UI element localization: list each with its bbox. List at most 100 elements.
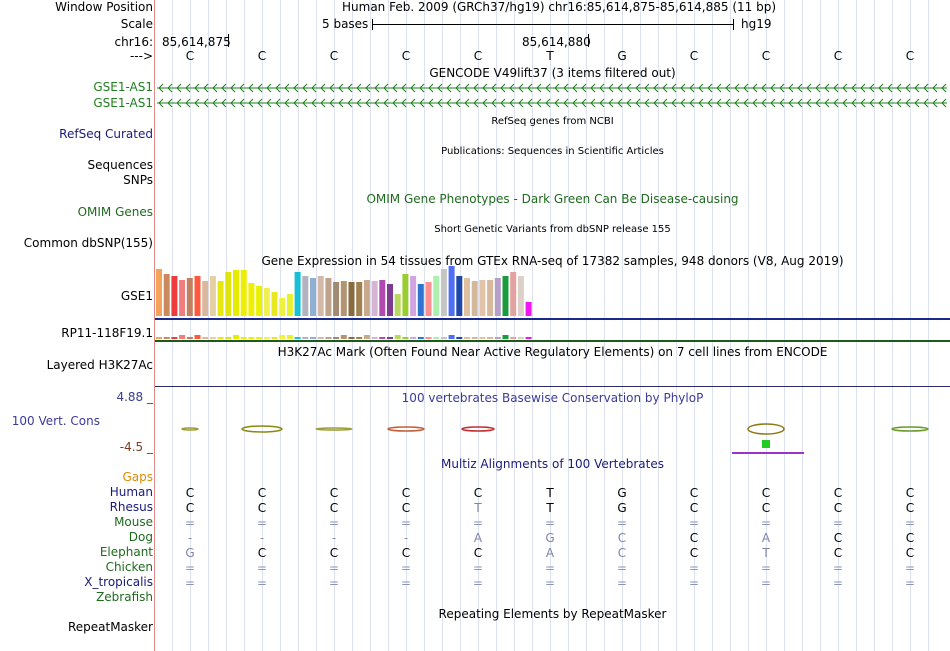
gtex-bar-small[interactable] xyxy=(217,337,224,339)
gtex-bar[interactable] xyxy=(240,270,247,316)
gtex-bar-small[interactable] xyxy=(456,337,463,339)
gaps-label[interactable]: Gaps xyxy=(122,470,153,484)
gtex-bar[interactable] xyxy=(356,282,363,316)
gtex-bar[interactable] xyxy=(456,276,463,316)
gtex-expression-bars[interactable] xyxy=(155,266,950,346)
gtex-bar-small[interactable] xyxy=(410,337,417,339)
gtex-bar-small[interactable] xyxy=(179,335,186,339)
gtex-bar-small[interactable] xyxy=(440,337,447,339)
gtex-bar-small[interactable] xyxy=(209,337,216,339)
gencode-transcript-1[interactable] xyxy=(157,83,947,93)
gtex-bar-small[interactable] xyxy=(494,337,501,339)
gtex-bar[interactable] xyxy=(425,282,432,316)
species-label[interactable]: Human xyxy=(109,485,153,499)
gtex-bar[interactable] xyxy=(410,276,417,316)
cons-label[interactable]: 100 Vert. Cons xyxy=(11,414,100,428)
gtex-bar-small[interactable] xyxy=(325,337,332,339)
gtex-bar[interactable] xyxy=(294,272,301,316)
gtex-bar[interactable] xyxy=(525,302,532,316)
gtex-bar-small[interactable] xyxy=(471,337,478,339)
gtex-bar[interactable] xyxy=(340,281,347,316)
species-label[interactable]: Chicken xyxy=(105,560,153,574)
gencode-item-label[interactable]: GSE1-AS1 xyxy=(93,80,153,94)
gtex-bar-small[interactable] xyxy=(263,337,270,339)
gtex-bar[interactable] xyxy=(179,280,186,316)
gtex-bar[interactable] xyxy=(402,274,409,316)
gtex-bar-small[interactable] xyxy=(340,335,347,339)
gtex-bar-small[interactable] xyxy=(487,337,494,339)
species-label[interactable]: Elephant xyxy=(99,545,153,559)
species-label[interactable]: X_tropicalis xyxy=(84,575,153,589)
gtex-bar-small[interactable] xyxy=(479,337,486,339)
gtex-bar-small[interactable] xyxy=(417,337,424,339)
gtex-bar-small[interactable] xyxy=(356,337,363,339)
dbsnp-label[interactable]: Common dbSNP(155) xyxy=(23,236,153,250)
repeatmasker-label[interactable]: RepeatMasker xyxy=(67,620,153,634)
gtex-bar-small[interactable] xyxy=(248,337,255,339)
gtex-bar-small[interactable] xyxy=(233,335,239,339)
gtex-bar[interactable] xyxy=(440,269,447,316)
pubs-label[interactable]: Sequences xyxy=(87,158,153,172)
gtex-bar-small[interactable] xyxy=(156,337,162,339)
gtex-bar[interactable] xyxy=(217,281,224,316)
gtex-bar[interactable] xyxy=(510,272,517,316)
gtex-bar-small[interactable] xyxy=(464,337,470,339)
gtex-bar[interactable] xyxy=(156,269,162,316)
gtex-bar[interactable] xyxy=(333,282,340,316)
refseq-label[interactable]: RefSeq Curated xyxy=(59,127,153,141)
gtex-bar[interactable] xyxy=(209,276,216,316)
gtex-bar-small[interactable] xyxy=(448,335,455,339)
h3k27ac-label[interactable]: Layered H3K27Ac xyxy=(46,358,153,372)
gtex-bar-small[interactable] xyxy=(425,337,432,339)
gtex-bar-small[interactable] xyxy=(348,337,355,339)
species-label[interactable]: Zebrafish xyxy=(96,590,153,604)
gtex-bar-small[interactable] xyxy=(202,337,209,339)
gtex-bar[interactable] xyxy=(517,276,524,316)
gtex-bar-small[interactable] xyxy=(379,337,386,339)
gtex-bar[interactable] xyxy=(194,276,201,316)
gencode-title[interactable]: GENCODE V49lift37 (3 items filtered out) xyxy=(429,66,676,80)
gtex-bar-small[interactable] xyxy=(517,337,524,339)
gtex-bar-small[interactable] xyxy=(302,337,309,339)
gencode-transcript-2[interactable] xyxy=(157,98,947,108)
gtex-bar[interactable] xyxy=(256,286,263,316)
gtex-bar[interactable] xyxy=(363,280,370,316)
omim-label[interactable]: OMIM Genes xyxy=(77,205,153,219)
gtex-bar-small[interactable] xyxy=(402,337,409,339)
gtex-bar-small[interactable] xyxy=(525,337,532,339)
gtex-bar[interactable] xyxy=(317,276,324,316)
gtex-bar[interactable] xyxy=(448,266,455,316)
gtex-bar-small[interactable] xyxy=(387,337,393,339)
gtex-bar[interactable] xyxy=(302,276,309,316)
gtex-bar[interactable] xyxy=(494,278,501,316)
gtex-bar-small[interactable] xyxy=(510,337,517,339)
gencode-item-label[interactable]: GSE1-AS1 xyxy=(93,96,153,110)
gtex-bar[interactable] xyxy=(171,276,178,316)
gtex-bar-small[interactable] xyxy=(240,337,247,339)
gtex-bar[interactable] xyxy=(248,283,255,316)
gtex-bar[interactable] xyxy=(163,274,170,316)
gtex-bar-small[interactable] xyxy=(256,337,263,339)
gtex-bar[interactable] xyxy=(279,298,286,316)
gtex-bar-small[interactable] xyxy=(394,335,401,339)
gtex-bar[interactable] xyxy=(186,278,193,316)
gtex-bar[interactable] xyxy=(325,278,332,316)
gtex-bar[interactable] xyxy=(433,276,440,316)
gtex-bar-small[interactable] xyxy=(225,337,232,339)
gtex-bar-small[interactable] xyxy=(363,335,370,339)
gtex-bar-small[interactable] xyxy=(171,337,178,339)
species-label[interactable]: Rhesus xyxy=(109,500,153,514)
gtex-bar[interactable] xyxy=(225,272,232,316)
gtex-bar-small[interactable] xyxy=(317,337,324,339)
gtex-bar[interactable] xyxy=(394,294,401,316)
gtex-bar[interactable] xyxy=(417,284,424,316)
species-label[interactable]: Dog xyxy=(128,530,153,544)
gtex-bar[interactable] xyxy=(464,278,470,316)
snps-label[interactable]: SNPs xyxy=(123,173,153,187)
gtex-bar[interactable] xyxy=(479,280,486,316)
gtex-bar[interactable] xyxy=(471,281,478,316)
gtex-bar[interactable] xyxy=(379,280,386,316)
species-label[interactable]: Mouse xyxy=(114,515,153,529)
gtex-bar[interactable] xyxy=(310,278,316,316)
gtex-gene-label[interactable]: RP11-118F19.1 xyxy=(61,326,153,340)
